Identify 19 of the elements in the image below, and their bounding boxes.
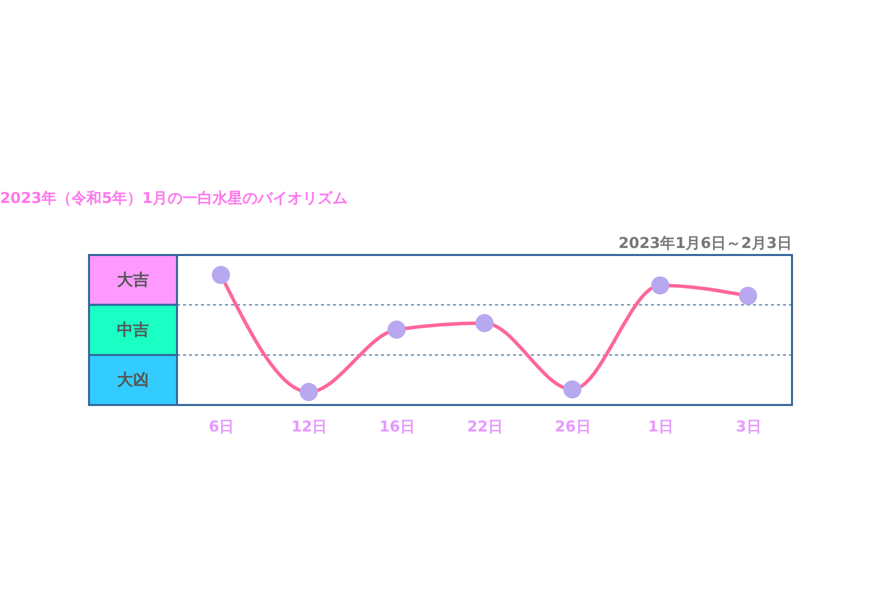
point: [651, 276, 670, 294]
point: [738, 286, 758, 305]
point: [388, 320, 406, 339]
point: [475, 314, 494, 332]
x-tick-label: 1日: [648, 418, 674, 436]
chart-subtitle: 2023年1月6日～2月3日: [618, 234, 792, 252]
x-tick-label: 12日: [291, 418, 328, 436]
text: 中吉: [117, 320, 149, 339]
point: [300, 382, 318, 402]
x-tick-label: 22日: [467, 418, 503, 436]
point: [563, 380, 582, 398]
x-tick-label: 16日: [379, 418, 416, 436]
x-tick-label: 26日: [554, 418, 591, 436]
chart-title: 2023年（令和5年）1月の一白水星のバイオリズム: [0, 189, 348, 207]
text: 大凶: [117, 370, 149, 389]
x-tick-label: 3日: [736, 418, 762, 436]
text: 大吉: [117, 270, 149, 289]
x-tick-label: 6日: [208, 418, 234, 436]
point: [212, 266, 230, 284]
